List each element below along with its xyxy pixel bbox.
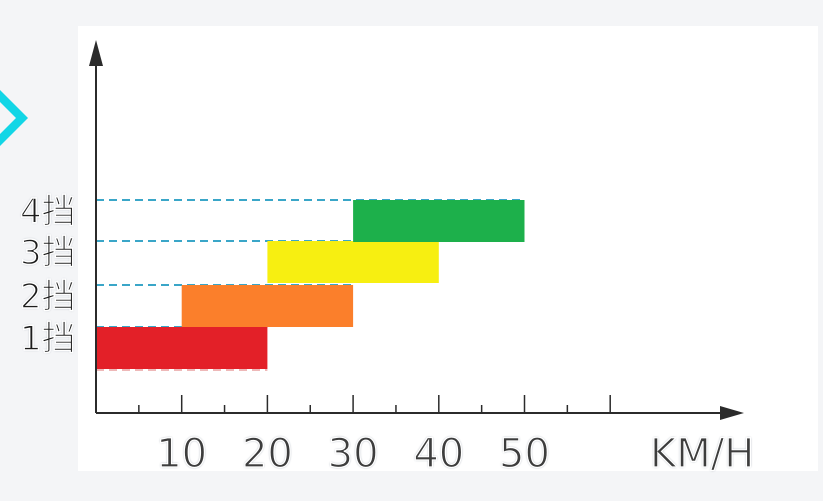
plot-panel [78, 26, 818, 471]
bar-gear-3 [267, 241, 439, 283]
y-label-gear-4: 4挡 [19, 191, 76, 232]
x-tick-label-50: 50 [498, 430, 550, 477]
x-tick-label-20: 20 [241, 430, 293, 477]
y-axis-arrow [89, 40, 103, 66]
x-tick-label-40: 40 [413, 430, 465, 477]
cyan-arrow-decoration [0, 90, 28, 146]
bar-gear-4 [353, 200, 525, 242]
x-axis-unit-label: KM/H [649, 430, 755, 477]
bar-gear-2 [181, 285, 354, 327]
x-tick-label-10: 10 [156, 430, 208, 477]
x-tick-label-30: 30 [327, 430, 379, 477]
y-label-gear-3: 3挡 [19, 232, 76, 273]
x-axis-arrow [720, 406, 744, 420]
y-label-gear-2: 2挡 [19, 276, 76, 317]
bar-gear-1 [96, 327, 268, 369]
y-label-gear-1: 1挡 [19, 318, 76, 359]
